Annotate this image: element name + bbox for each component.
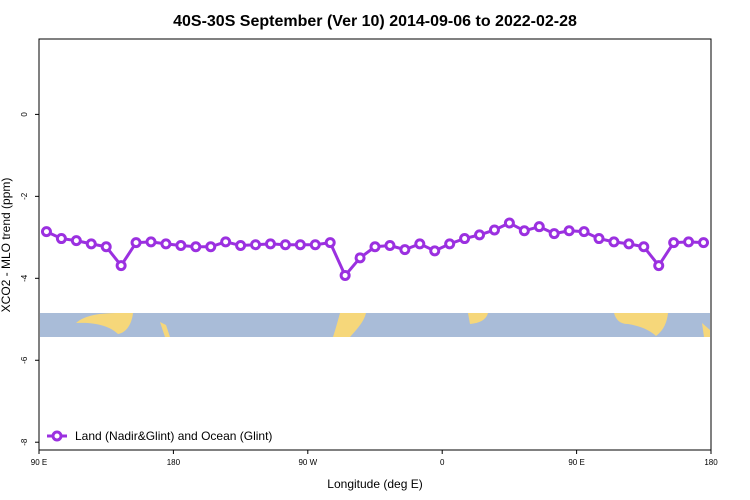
point [503, 217, 515, 229]
point [608, 236, 620, 248]
x-tick-label: 90 E [31, 458, 47, 467]
x-tick-label: 180 [704, 458, 718, 467]
point [70, 235, 82, 247]
point [130, 237, 142, 249]
y-tick-label: -2 [20, 192, 29, 200]
point [220, 236, 232, 248]
y-tick-label: -6 [20, 356, 29, 364]
point [100, 241, 112, 253]
legend-label: Land (Nadir&Glint) and Ocean (Glint) [75, 429, 272, 443]
x-tick-label: 90 W [298, 458, 317, 467]
point [444, 238, 456, 250]
point [384, 240, 396, 252]
legend-marker [51, 430, 63, 442]
point [698, 237, 710, 249]
point [653, 260, 665, 272]
chart-title: 40S-30S September (Ver 10) 2014-09-06 to… [173, 13, 577, 30]
point [488, 224, 500, 236]
y-axis-label: XCO2 - MLO trend (ppm) [0, 178, 13, 313]
point [279, 239, 291, 251]
point [369, 241, 381, 253]
map-strip [40, 313, 710, 337]
point [354, 252, 366, 264]
point [474, 229, 486, 241]
x-axis-label: Longitude (deg E) [327, 477, 422, 491]
point [175, 240, 187, 252]
y-tick-label: -4 [20, 274, 29, 282]
point [563, 225, 575, 237]
x-tick-label: 90 E [568, 458, 584, 467]
point [115, 260, 127, 272]
point [264, 238, 276, 250]
x-tick-label: 0 [440, 458, 445, 467]
point [533, 221, 545, 233]
y-tick-label: 0 [20, 112, 29, 117]
point [414, 238, 426, 250]
point [339, 269, 351, 281]
x-tick-label: 180 [167, 458, 181, 467]
point [399, 244, 411, 256]
point [683, 236, 695, 248]
point [429, 245, 441, 257]
point [55, 233, 67, 245]
point [309, 239, 321, 251]
point [623, 238, 635, 250]
point [459, 233, 471, 245]
point [638, 241, 650, 253]
point [160, 238, 172, 250]
plot-frame [38, 38, 712, 451]
point [250, 239, 262, 251]
point [548, 228, 560, 240]
point [324, 237, 336, 249]
point [235, 240, 247, 252]
point [190, 241, 202, 253]
point [85, 238, 97, 250]
point [578, 226, 590, 238]
point [518, 225, 530, 237]
y-tick-label: -8 [20, 438, 29, 446]
point [205, 241, 217, 253]
point [668, 237, 680, 249]
point [593, 233, 605, 245]
point [145, 236, 157, 248]
point [40, 226, 52, 238]
point [294, 239, 306, 251]
